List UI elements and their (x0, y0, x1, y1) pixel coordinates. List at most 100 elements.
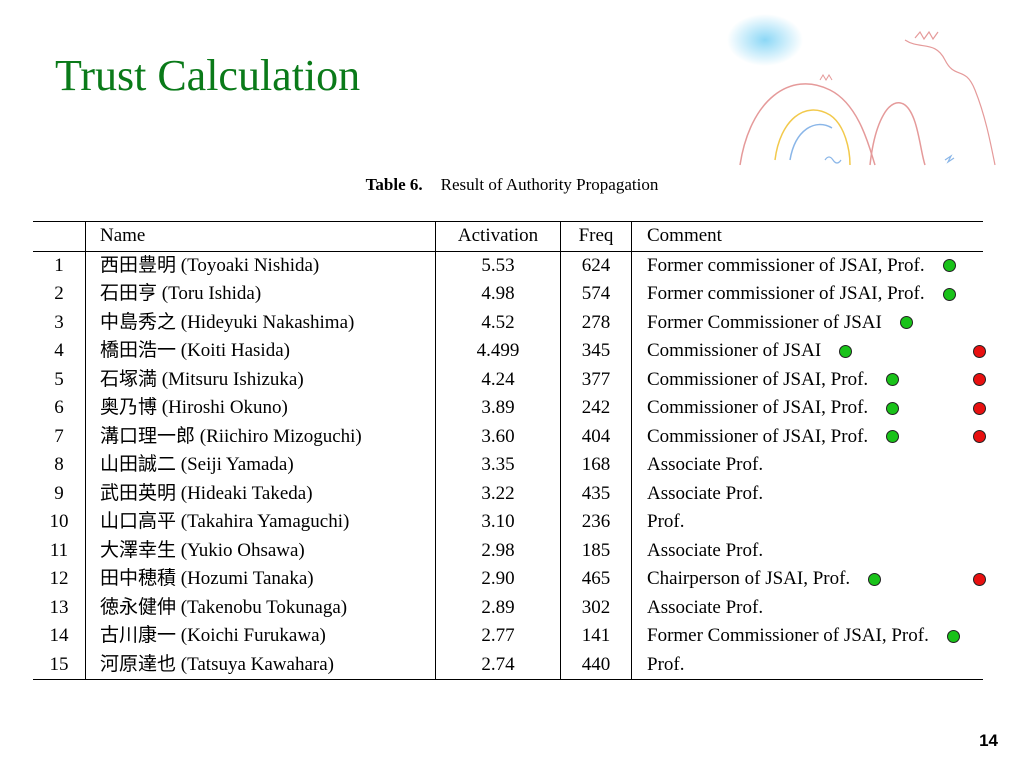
row-freq: 345 (560, 337, 632, 366)
table-row: 1 西田豊明 (Toyoaki Nishida) 5.53 624 Former com… (33, 251, 983, 280)
table-row: 11 大澤幸生 (Yukio Ohsawa) 2.98 185 Associate Pr… (33, 536, 983, 565)
header-activation: Activation (435, 221, 561, 251)
row-comment: Prof. (647, 511, 685, 533)
table-row: 7 溝口理一郎 (Riichiro Mizoguchi) 3.60 404 Commis… (33, 422, 983, 451)
table-caption-label: Table 6. (365, 175, 423, 194)
red-marker-dot (973, 401, 986, 415)
row-freq: 168 (560, 451, 632, 480)
row-name: 古川康一 (Koichi Furukawa) (85, 622, 436, 651)
row-name: 山口高平 (Takahira Yamaguchi) (85, 508, 436, 537)
green-marker-dot (942, 287, 956, 301)
row-activation: 4.52 (435, 308, 561, 337)
slide-title: Trust Calculation (55, 51, 361, 100)
row-activation: 4.98 (435, 280, 561, 309)
green-marker-dot (886, 401, 900, 415)
table-row: 14 古川康一 (Koichi Furukawa) 2.77 141 Former Co… (33, 622, 983, 651)
row-comment: Commissioner of JSAI, Prof. (647, 425, 869, 447)
row-activation: 2.77 (435, 622, 561, 651)
row-name: 石塚満 (Mitsuru Ishizuka) (85, 365, 436, 394)
row-number: 3 (33, 308, 86, 337)
row-freq: 236 (560, 508, 632, 537)
row-number: 11 (33, 536, 86, 565)
red-marker-dot (973, 430, 986, 444)
red-marker-dot (973, 373, 986, 387)
table-row: 6 奥乃博 (Hiroshi Okuno) 3.89 242 Commissioner … (33, 394, 983, 423)
row-freq: 624 (560, 251, 632, 280)
row-comment: Former Commissioner of JSAI (647, 311, 882, 333)
row-freq: 141 (560, 622, 632, 651)
green-marker-dot (886, 373, 900, 387)
row-comment: Former Commissioner of JSAI, Prof. (647, 625, 929, 647)
row-number: 2 (33, 280, 86, 309)
row-comment: Commissioner of JSAI, Prof. (647, 397, 869, 419)
row-freq: 440 (560, 650, 632, 680)
row-comment: Commissioner of JSAI, Prof. (647, 368, 869, 390)
authority-propagation-table: Name Activation Freq Comment 1 西田豊明 (Toyo… (33, 221, 983, 680)
green-marker-dot (839, 344, 853, 358)
row-name: 徳永健伸 (Takenobu Tokunaga) (85, 593, 436, 622)
table-row: 5 石塚満 (Mitsuru Ishizuka) 4.24 377 Commission… (33, 365, 983, 394)
green-marker-dot (868, 572, 882, 586)
table-row: 4 橋田浩一 (Koiti Hasida) 4.499 345 Commissioner… (33, 337, 983, 366)
header-name: Name (85, 221, 436, 251)
row-freq: 302 (560, 593, 632, 622)
row-activation: 3.22 (435, 479, 561, 508)
row-name: 河原達也 (Tatsuya Kawahara) (85, 650, 436, 680)
row-comment: Former commissioner of JSAI, Prof. (647, 283, 925, 305)
row-name: 西田豊明 (Toyoaki Nishida) (85, 251, 436, 280)
row-activation: 2.74 (435, 650, 561, 680)
row-activation: 3.10 (435, 508, 561, 537)
row-name: 奥乃博 (Hiroshi Okuno) (85, 394, 436, 423)
row-number: 6 (33, 394, 86, 423)
row-freq: 574 (560, 280, 632, 309)
row-activation: 2.98 (435, 536, 561, 565)
header-comment: Comment (647, 225, 722, 247)
table-caption: Table 6. Result of Authority Propagation (0, 175, 1024, 195)
green-marker-dot (886, 430, 900, 444)
row-comment: Associate Prof. (647, 539, 764, 561)
row-name: 石田亨 (Toru Ishida) (85, 280, 436, 309)
red-marker-dot (973, 344, 986, 358)
row-name: 橋田浩一 (Koiti Hasida) (85, 337, 436, 366)
page-number: 14 (979, 731, 998, 750)
row-name: 大澤幸生 (Yukio Ohsawa) (85, 536, 436, 565)
row-activation: 4.499 (435, 337, 561, 366)
red-marker-dot (973, 572, 986, 586)
row-number: 15 (33, 650, 86, 680)
row-number: 13 (33, 593, 86, 622)
table-row: 9 武田英明 (Hideaki Takeda) 3.22 435 Associate P… (33, 479, 983, 508)
header-freq: Freq (560, 221, 632, 251)
row-comment: Associate Prof. (647, 596, 764, 618)
table-row: 10 山口高平 (Takahira Yamaguchi) 3.10 236 Prof. (33, 508, 983, 537)
row-activation: 4.24 (435, 365, 561, 394)
row-name: 中島秀之 (Hideyuki Nakashima) (85, 308, 436, 337)
header-no (33, 221, 86, 251)
decorative-scribble-graphic (727, 14, 996, 166)
row-comment: Prof. (647, 653, 685, 675)
row-comment: Associate Prof. (647, 482, 764, 504)
row-activation: 5.53 (435, 251, 561, 280)
table-caption-text: Result of Authority Propagation (440, 175, 659, 194)
row-comment: Commissioner of JSAI (647, 340, 822, 362)
row-number: 8 (33, 451, 86, 480)
table-row: 8 山田誠二 (Seiji Yamada) 3.35 168 Associate Pro… (33, 451, 983, 480)
row-number: 1 (33, 251, 86, 280)
row-activation: 3.60 (435, 422, 561, 451)
row-number: 10 (33, 508, 86, 537)
row-name: 山田誠二 (Seiji Yamada) (85, 451, 436, 480)
table-row: 2 石田亨 (Toru Ishida) 4.98 574 Former commissi… (33, 280, 983, 309)
row-freq: 278 (560, 308, 632, 337)
row-activation: 2.90 (435, 565, 561, 594)
row-freq: 435 (560, 479, 632, 508)
table-body: 1 西田豊明 (Toyoaki Nishida) 5.53 624 Former com… (33, 251, 983, 680)
row-activation: 3.35 (435, 451, 561, 480)
row-number: 9 (33, 479, 86, 508)
row-comment: Associate Prof. (647, 454, 764, 476)
table-row: 15 河原達也 (Tatsuya Kawahara) 2.74 440 Prof. (33, 650, 983, 680)
table-row: 12 田中穂積 (Hozumi Tanaka) 2.90 465 Chairperson… (33, 565, 983, 594)
row-freq: 404 (560, 422, 632, 451)
table-row: 3 中島秀之 (Hideyuki Nakashima) 4.52 278 Former … (33, 308, 983, 337)
row-name: 武田英明 (Hideaki Takeda) (85, 479, 436, 508)
row-activation: 2.89 (435, 593, 561, 622)
row-number: 4 (33, 337, 86, 366)
